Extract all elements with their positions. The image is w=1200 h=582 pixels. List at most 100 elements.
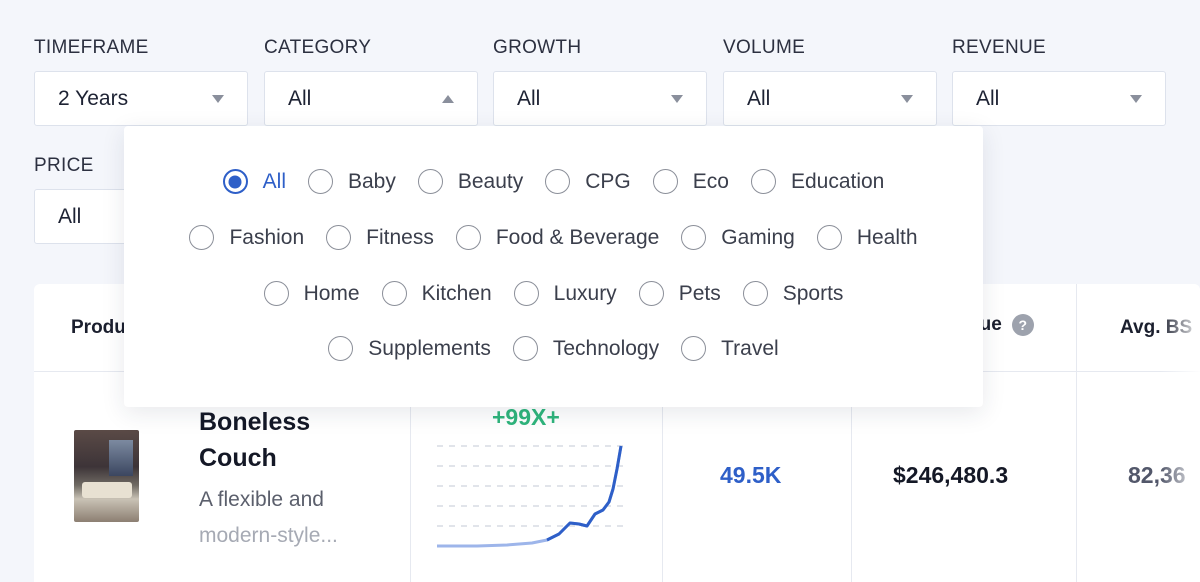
option-label: Travel	[721, 336, 779, 360]
option-label: Sports	[782, 281, 844, 305]
growth-value: All	[517, 86, 541, 110]
radio-icon[interactable]	[638, 281, 664, 306]
product-name[interactable]: Boneless Couch	[199, 404, 310, 476]
radio-checked-icon[interactable]	[222, 169, 248, 194]
radio-icon[interactable]	[307, 169, 333, 194]
radio-icon[interactable]	[545, 169, 571, 194]
option-label: Health	[856, 225, 918, 249]
volume-value: All	[747, 86, 771, 110]
header-product[interactable]: Produ	[71, 317, 126, 338]
category-option-supplements[interactable]: Supplements	[328, 336, 491, 361]
option-label: Beauty	[457, 169, 524, 193]
volume-label: VOLUME	[723, 37, 806, 58]
radio-icon[interactable]	[742, 281, 768, 306]
product-name-line: Boneless	[199, 408, 311, 436]
category-option-food-beverage[interactable]: Food & Beverage	[455, 225, 660, 250]
category-option-education[interactable]: Education	[750, 169, 885, 194]
description-line: A flexible and	[199, 488, 324, 511]
option-label: All	[262, 169, 286, 193]
option-label: Gaming	[721, 225, 795, 249]
category-option-home[interactable]: Home	[263, 281, 360, 306]
option-label: Eco	[692, 169, 729, 193]
category-option-technology[interactable]: Technology	[512, 336, 660, 361]
category-value: All	[288, 86, 312, 110]
column-divider	[851, 284, 852, 582]
product-description: A flexible and modern-style...	[199, 482, 338, 554]
radio-icon[interactable]	[681, 225, 707, 250]
radio-icon[interactable]	[263, 281, 289, 306]
option-label: Education	[790, 169, 885, 193]
option-label: Food & Beverage	[495, 225, 660, 249]
growth-sparkline	[437, 445, 627, 548]
category-option-travel[interactable]: Travel	[681, 336, 779, 361]
revenue-select[interactable]: All	[952, 71, 1166, 126]
radio-icon[interactable]	[681, 336, 707, 361]
timeframe-label: TIMEFRAME	[34, 37, 149, 58]
option-label: Luxury	[553, 281, 617, 305]
category-option-health[interactable]: Health	[816, 225, 918, 250]
caret-down-icon	[1130, 94, 1142, 103]
radio-icon[interactable]	[381, 281, 407, 306]
column-divider	[1076, 284, 1077, 582]
product-name-line: Couch	[199, 444, 277, 472]
category-option-beauty[interactable]: Beauty	[417, 169, 524, 194]
category-option-cpg[interactable]: CPG	[545, 169, 631, 194]
product-image[interactable]	[74, 430, 139, 522]
category-label: CATEGORY	[264, 37, 372, 58]
timeframe-select[interactable]: 2 Years	[34, 71, 248, 126]
category-option-eco[interactable]: Eco	[652, 169, 729, 194]
radio-icon[interactable]	[513, 281, 539, 306]
category-option-kitchen[interactable]: Kitchen	[381, 281, 492, 306]
option-label: Kitchen	[421, 281, 492, 305]
scroll-fade	[1160, 284, 1200, 582]
category-option-sports[interactable]: Sports	[742, 281, 844, 306]
caret-down-icon	[212, 94, 224, 103]
category-dropdown-panel: All Baby Beauty CPG Eco Education Fashio…	[124, 126, 983, 407]
option-row: Fashion Fitness Food & Beverage Gaming H…	[124, 225, 983, 250]
price-value: All	[58, 204, 82, 228]
radio-icon[interactable]	[189, 225, 215, 250]
growth-value: +99X+	[492, 404, 560, 430]
option-row: All Baby Beauty CPG Eco Education	[124, 169, 983, 194]
timeframe-value: 2 Years	[58, 86, 129, 110]
category-option-pets[interactable]: Pets	[638, 281, 721, 306]
option-label: Technology	[552, 336, 660, 360]
radio-icon[interactable]	[417, 169, 443, 194]
category-select[interactable]: All	[264, 71, 478, 126]
revenue-value: All	[976, 86, 1000, 110]
category-option-all[interactable]: All	[222, 169, 286, 194]
growth-select[interactable]: All	[493, 71, 707, 126]
price-label: PRICE	[34, 155, 94, 176]
radio-icon[interactable]	[816, 225, 842, 250]
radio-icon[interactable]	[455, 225, 481, 250]
option-label: Fitness	[366, 225, 434, 249]
description-line: modern-style...	[199, 524, 338, 547]
option-label: Supplements	[368, 336, 491, 360]
option-label: Baby	[347, 169, 396, 193]
category-option-fashion[interactable]: Fashion	[189, 225, 304, 250]
growth-label: GROWTH	[493, 37, 582, 58]
column-divider	[662, 284, 663, 582]
radio-icon[interactable]	[326, 225, 352, 250]
category-option-luxury[interactable]: Luxury	[513, 281, 617, 306]
radio-icon[interactable]	[512, 336, 538, 361]
revenue-value: $246,480.3	[893, 462, 1009, 488]
radio-icon[interactable]	[652, 169, 678, 194]
radio-icon[interactable]	[750, 169, 776, 194]
volume-value: 49.5K	[720, 462, 782, 488]
option-label: Home	[303, 281, 360, 305]
column-divider	[410, 284, 411, 582]
option-label: Pets	[678, 281, 721, 305]
category-option-fitness[interactable]: Fitness	[326, 225, 434, 250]
option-row: Home Kitchen Luxury Pets Sports	[124, 281, 983, 306]
option-row: Supplements Technology Travel	[124, 336, 983, 361]
radio-icon[interactable]	[328, 336, 354, 361]
caret-down-icon	[671, 94, 683, 103]
option-label: CPG	[585, 169, 631, 193]
question-icon[interactable]: ?	[1011, 314, 1034, 336]
category-option-gaming[interactable]: Gaming	[681, 225, 795, 250]
category-option-baby[interactable]: Baby	[307, 169, 396, 194]
volume-select[interactable]: All	[723, 71, 937, 126]
caret-down-icon	[901, 94, 913, 103]
option-label: Fashion	[229, 225, 305, 249]
